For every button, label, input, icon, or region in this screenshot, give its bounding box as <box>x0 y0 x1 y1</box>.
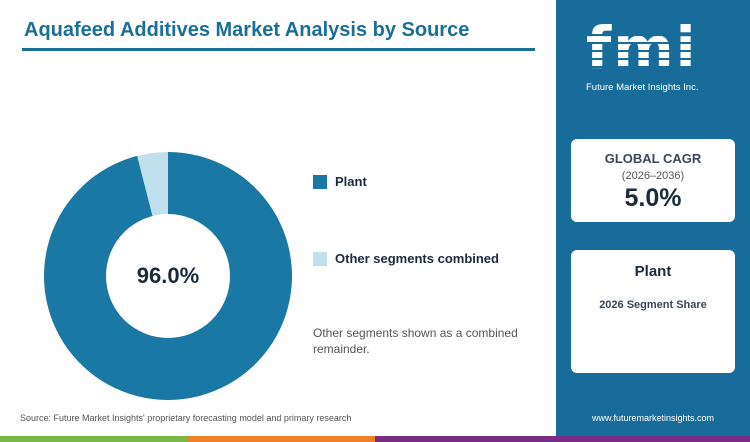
legend-item-other: Other segments combined <box>313 251 499 266</box>
bottom-bar-segment <box>375 436 563 442</box>
bottom-bar-segment <box>0 436 188 442</box>
segment-subtitle: 2026 Segment Share <box>599 299 707 311</box>
legend-label-plant: Plant <box>335 174 367 189</box>
chart-title: Aquafeed Additives Market Analysis by So… <box>24 19 470 41</box>
cagr-years: (2026–2036) <box>621 170 685 182</box>
bottom-bar-segment <box>187 436 375 442</box>
bottom-color-bar <box>0 436 750 442</box>
legend-swatch-plant <box>313 174 327 189</box>
title-underline <box>22 48 535 51</box>
source-text: Source: Future Market Insights' propriet… <box>20 413 352 423</box>
cagr-title: GLOBAL CAGR <box>604 151 702 166</box>
logo-stripes <box>584 28 724 80</box>
logo-subtitle: Future Market Insights Inc. <box>586 82 699 93</box>
bottom-bar-segment <box>562 436 750 442</box>
chart-note: Other segments shown as a combined remai… <box>313 326 518 356</box>
segment-card: Plant 2026 Segment Share <box>571 250 735 373</box>
legend-label-other: Other segments combined <box>335 251 499 266</box>
cagr-value: 5.0% <box>624 184 682 212</box>
segment-title: Plant <box>634 263 672 280</box>
fmi-logo: fmi Future Market Insights Inc. <box>584 14 724 99</box>
donut-chart: 96.0% <box>43 152 292 400</box>
legend-item-plant: Plant <box>313 174 367 189</box>
center-value-label: 96.0% <box>137 263 199 288</box>
cagr-card: GLOBAL CAGR (2026–2036) 5.0% <box>571 139 735 222</box>
sidebar: fmi Future Market Insights Inc. GLOBAL C… <box>556 0 750 436</box>
main-panel: Aquafeed Additives Market Analysis by So… <box>20 19 535 423</box>
legend-swatch-other <box>313 251 327 266</box>
donut-hole <box>106 214 230 338</box>
website-link[interactable]: www.futuremarketinsights.com <box>591 413 715 423</box>
